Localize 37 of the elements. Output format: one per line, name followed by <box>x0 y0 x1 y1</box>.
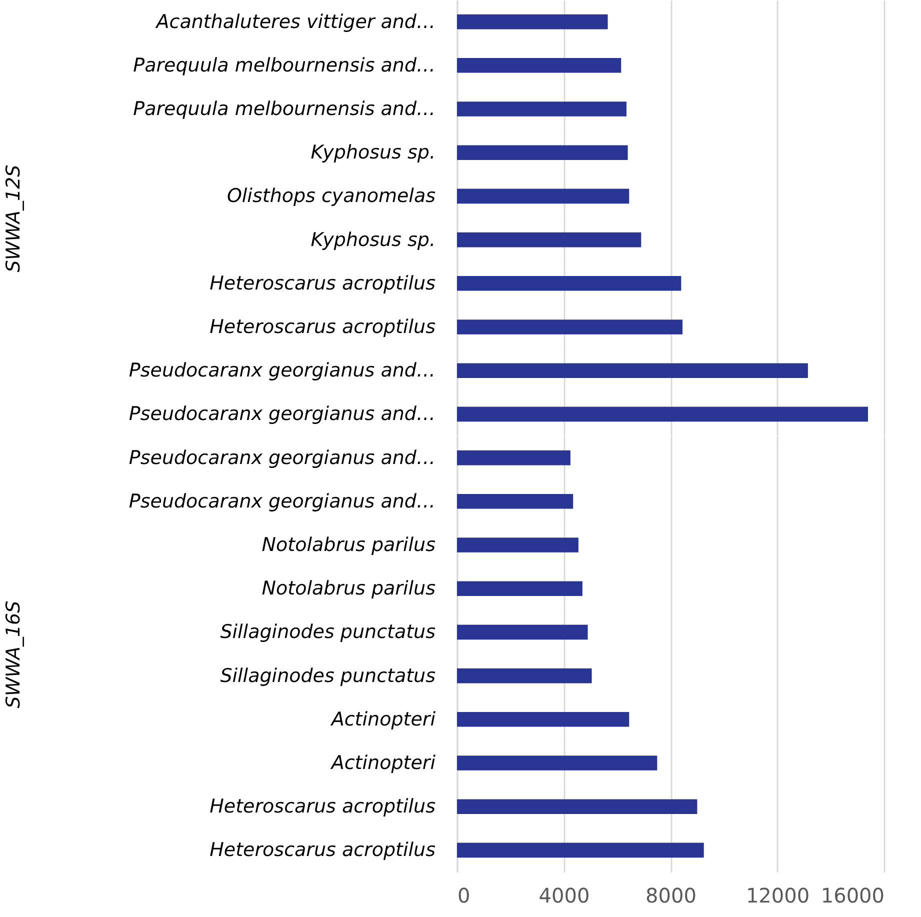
bar <box>457 145 628 160</box>
bar <box>457 188 630 204</box>
y-tick-label: Actinopteri <box>329 708 436 730</box>
x-tick-label: 4000 <box>538 884 590 908</box>
y-tick-label: Parequula melbournensis and… <box>133 98 436 120</box>
y-tick-label: Heteroscarus acroptilus <box>210 796 436 818</box>
bar <box>457 276 682 291</box>
y-tick-label: Olisthops cyanomelas <box>226 185 436 208</box>
bar <box>457 14 608 30</box>
x-tick-label: 12000 <box>746 884 810 908</box>
y-tick-label: Heteroscarus acroptilus <box>210 839 436 862</box>
y-tick-label: Notolabrus parilus <box>262 534 436 556</box>
y-tick-label: Pseudocaranx georgianus and… <box>128 403 436 426</box>
y-tick-label: Kyphosus sp. <box>310 142 436 164</box>
y-tick-label: Notolabrus parilus <box>262 578 436 600</box>
y-tick-label: Heteroscarus acroptilus <box>210 316 436 338</box>
y-tick-label: Kyphosus sp. <box>310 228 436 251</box>
y-tick-label: Actinopteri <box>329 752 436 774</box>
bar <box>457 102 626 116</box>
y-axis-title: SWWA_16S <box>2 600 24 708</box>
bar <box>457 363 808 378</box>
y-axis-title: SWWA_12S <box>2 164 24 272</box>
x-tick-label: 8000 <box>646 884 696 908</box>
y-tick-label: Pseudocaranx georgianus and… <box>128 490 436 512</box>
y-tick-label: Sillaginodes punctatus <box>220 621 436 644</box>
y-tick-label: Parequula melbournensis and… <box>133 54 436 76</box>
y-tick-label: Pseudocaranx georgianus and… <box>128 360 436 382</box>
x-tick-label: 0 <box>458 884 470 908</box>
y-tick-label: Acanthaluteres vittiger and… <box>154 10 436 33</box>
x-tick-label: 16000 <box>820 884 884 908</box>
bar <box>457 320 683 334</box>
y-tick-label: Pseudocaranx georgianus and… <box>128 446 436 469</box>
y-tick-label: Heteroscarus acroptilus <box>210 272 436 294</box>
y-tick-label: Sillaginodes punctatus <box>220 664 436 687</box>
bar <box>457 406 868 422</box>
bar <box>457 232 642 248</box>
bar <box>457 58 622 73</box>
